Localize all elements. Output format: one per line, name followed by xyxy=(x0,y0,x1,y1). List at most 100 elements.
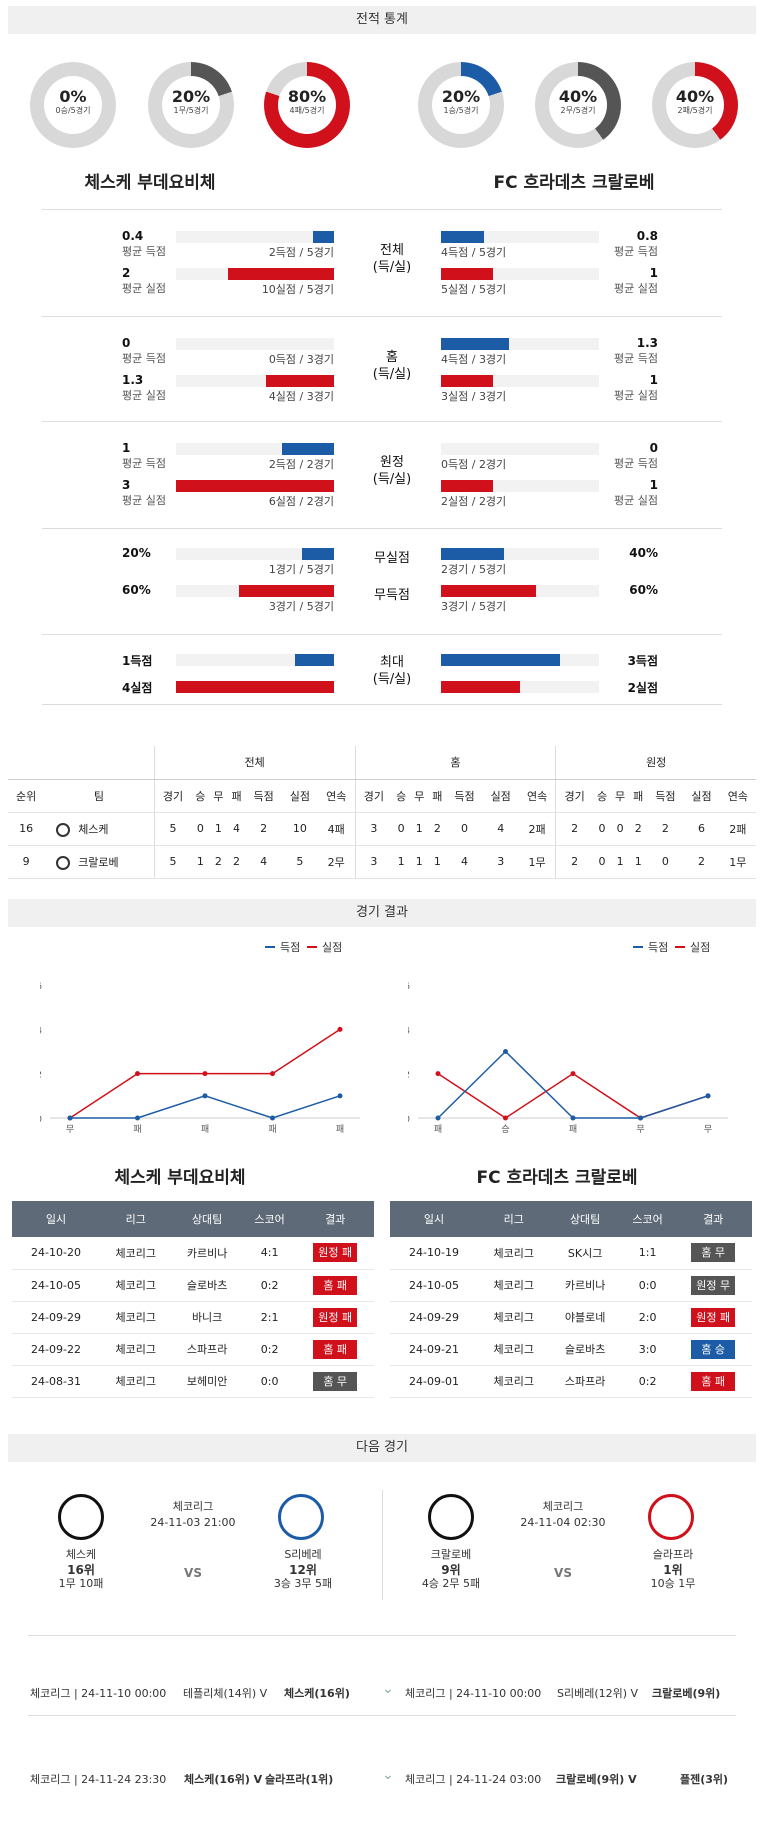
results-head-cell: 일시 xyxy=(390,1201,479,1237)
results-head-cell: 결과 xyxy=(674,1201,752,1237)
donut-hole: 20% 1승/5경기 xyxy=(432,76,490,134)
results-cell: 24-08-31 xyxy=(12,1365,101,1398)
left-row2-label: 평균 실점 xyxy=(122,282,166,295)
left-row1-count: 0득점 / 3경기 xyxy=(268,353,334,366)
results-cell: 스파프라 xyxy=(549,1365,621,1398)
team-crest-icon xyxy=(278,1494,324,1540)
upcoming-right-opponent: 플젠(3위) xyxy=(680,1773,729,1786)
stat-center-sub: (득/실) xyxy=(372,367,412,382)
x-tick-label: 패 xyxy=(569,1124,577,1135)
scored-point xyxy=(435,1115,441,1121)
team-crest-icon xyxy=(648,1494,694,1540)
expand-chevron-icon[interactable]: ⌄ xyxy=(382,1681,394,1697)
results-cell: 슬로바츠 xyxy=(549,1333,621,1366)
upcoming-left-team: 체스케(16위) V xyxy=(184,1773,263,1786)
left-row2-bar xyxy=(239,585,334,597)
results-cell: 1:1 xyxy=(620,1237,675,1270)
standings-head-cell: 승 xyxy=(592,779,612,813)
standings-head-cell: 팀 xyxy=(44,779,155,813)
donut-caption: 1무/5경기 xyxy=(173,106,209,115)
results-cell: 4:1 xyxy=(242,1237,297,1270)
x-tick-label: 무 xyxy=(636,1124,644,1135)
results-head-cell: 결과 xyxy=(296,1201,374,1237)
standings-head-cell: 득점 xyxy=(446,779,483,813)
y-tick-label: 2 xyxy=(40,1071,42,1081)
left-row2-bar xyxy=(266,375,334,387)
max-center-main: 최대 xyxy=(380,655,404,670)
left-row2-count: 6실점 / 2경기 xyxy=(268,495,334,508)
left-row1-track xyxy=(176,231,334,243)
standings-head-cell: 패 xyxy=(428,779,447,813)
standings-cell: 2 xyxy=(428,812,447,846)
max-center-sub: (득/실) xyxy=(372,672,412,687)
team1-rank: 16위 xyxy=(67,1563,95,1577)
results-cell: 24-09-29 xyxy=(12,1301,101,1334)
x-tick-label: 패 xyxy=(336,1124,344,1135)
standings-cell: 0 xyxy=(446,812,483,846)
right-row2-count: 5실점 / 5경기 xyxy=(441,283,507,296)
standings-cell: 2무 xyxy=(317,845,356,879)
away-team-name: FC 흐라데츠 크랄로베 xyxy=(493,173,655,193)
right-row2-label: 평균 실점 xyxy=(614,494,658,507)
standings-head-cell: 패 xyxy=(227,779,246,813)
standings-head-cell: 패 xyxy=(629,779,648,813)
results-cell: 체코리그 xyxy=(100,1237,172,1270)
result-badge: 홈 승 xyxy=(691,1339,736,1359)
right-row1-count: 2경기 / 5경기 xyxy=(441,563,507,576)
upcoming-left-meta: 체코리그 | 24-11-24 23:30 xyxy=(30,1773,167,1786)
left-row2-label: 평균 실점 xyxy=(122,389,166,402)
legend-conceded-label: 실점 xyxy=(322,941,342,954)
right-row1-value: 0.8 xyxy=(636,229,658,243)
home-results-chart: 득점 실점 6 4 2 0 무 패 패 패 패 xyxy=(40,941,360,1135)
y-tick-label: 4 xyxy=(408,1026,410,1036)
standings-cell: 2 xyxy=(683,845,720,879)
standings-cell: 1 xyxy=(629,845,648,879)
standings-cell: 0 xyxy=(191,812,210,846)
x-tick-label: 승 xyxy=(501,1124,509,1135)
results-row: 24-09-29 체코리그 야블로네 2:0 원정 패 xyxy=(390,1301,752,1334)
standings-cell: 1무 xyxy=(518,845,556,879)
standings-head-cell: 승 xyxy=(191,779,210,813)
team2-rank: 12위 xyxy=(289,1563,317,1577)
results-outcome-cell: 원정 패 xyxy=(674,1301,752,1334)
standings-cell: 2 xyxy=(647,812,684,846)
right-row2-value: 1 xyxy=(649,478,658,492)
results-head-row: 일시 리그 상대팀 스코어 결과 xyxy=(12,1201,374,1237)
results-head-cell: 리그 xyxy=(100,1201,172,1237)
results-outcome-cell: 홈 무 xyxy=(674,1237,752,1270)
record-donut-5: 40% 2패/5경기 xyxy=(652,62,738,148)
results-cell: 0:2 xyxy=(242,1269,297,1302)
right-row2-label: 평균 실점 xyxy=(614,389,658,402)
standings-team-cell: 체스케 xyxy=(44,812,155,846)
away-results-team-name: FC 흐라데츠 크랄로베 xyxy=(476,1168,638,1188)
left-row2-value: 3 xyxy=(122,478,131,492)
results-head-row: 일시 리그 상대팀 스코어 결과 xyxy=(390,1201,752,1237)
right-row1-label: 평균 득점 xyxy=(614,352,658,365)
conceded-point xyxy=(503,1115,508,1121)
x-tick-label: 패 xyxy=(434,1124,442,1135)
right-row1-count: 4득점 / 3경기 xyxy=(441,353,507,366)
results-cell: 체코리그 xyxy=(100,1301,172,1334)
conceded-point xyxy=(570,1071,576,1077)
standings-head-cell: 연속 xyxy=(719,779,756,813)
right-row2-count: 2실점 / 2경기 xyxy=(441,495,507,508)
left-row2-count: 3경기 / 5경기 xyxy=(268,600,334,613)
donut-percent: 40% xyxy=(675,87,715,106)
results-cell: 카르비나 xyxy=(549,1269,621,1302)
scored-point xyxy=(570,1115,576,1121)
record-donut-2: 80% 4패/5경기 xyxy=(264,62,350,148)
results-row: 24-09-29 체코리그 바니크 2:1 원정 패 xyxy=(12,1301,374,1334)
team1-name: 크랄로베 xyxy=(430,1548,472,1561)
results-outcome-cell: 홈 패 xyxy=(296,1269,374,1302)
donut-caption: 2무/5경기 xyxy=(560,106,596,115)
stat-center-label: 전체 (득/실) xyxy=(352,242,432,276)
results-cell: 24-09-29 xyxy=(390,1301,479,1334)
donut-percent: 40% xyxy=(558,87,598,106)
left-row2-count: 10실점 / 5경기 xyxy=(261,283,334,296)
standings-table: 전체 홈 원정 순위 팀 경기 승 무 패 득점 실점 연속 경기 승 무 패 득점 실점 연속 경기 승 무 패 득점… xyxy=(8,746,756,879)
results-head-cell: 스코어 xyxy=(620,1201,675,1237)
y-tick-label: 4 xyxy=(40,1026,42,1036)
left-row1-value: 20% xyxy=(122,546,151,560)
expand-chevron-icon[interactable]: ⌄ xyxy=(382,1767,394,1783)
team-logo-icon xyxy=(56,822,71,837)
